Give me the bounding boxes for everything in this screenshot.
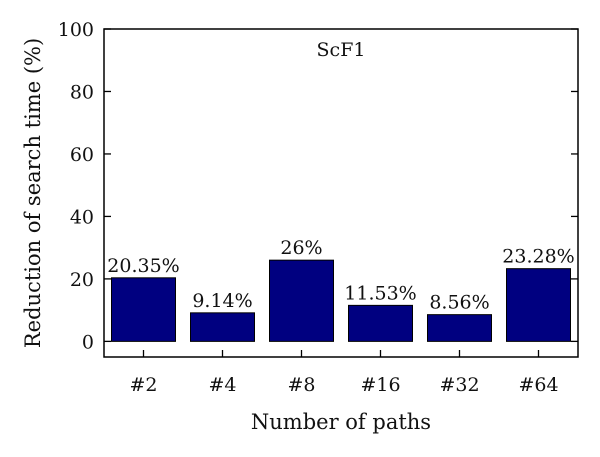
bars xyxy=(111,259,571,342)
data-label: 9.14% xyxy=(192,290,252,312)
data-label: 26% xyxy=(280,237,322,259)
data-label: 23.28% xyxy=(502,246,574,268)
bar xyxy=(269,259,334,342)
data-label: 20.35% xyxy=(107,255,179,277)
x-tick-label: #4 xyxy=(208,374,236,396)
bar xyxy=(427,314,492,342)
y-tick-label: 40 xyxy=(70,206,94,228)
x-tick-label: #32 xyxy=(439,374,479,396)
x-tick-label: #64 xyxy=(518,374,558,396)
x-tick-label: #8 xyxy=(287,374,315,396)
y-tick-label: 20 xyxy=(70,269,94,291)
bar xyxy=(190,312,255,342)
bar xyxy=(111,277,176,342)
bar xyxy=(348,304,413,342)
bar xyxy=(506,268,571,342)
data-label: 8.56% xyxy=(429,292,489,314)
y-tick-label: 60 xyxy=(70,144,94,166)
x-tick-label: #16 xyxy=(360,374,400,396)
y-tick-label: 0 xyxy=(82,331,94,353)
x-tick-label: #2 xyxy=(129,374,157,396)
y-tick-label: 100 xyxy=(58,19,94,41)
x-axis: #2 #4 #8 #16 #32 #64 xyxy=(129,350,559,396)
chart-title: ScF1 xyxy=(317,39,366,61)
y-tick-label: 80 xyxy=(70,81,94,103)
x-axis-title: Number of paths xyxy=(251,410,431,434)
y-axis: 0 20 40 60 80 100 xyxy=(58,19,578,353)
data-labels: 20.35% 9.14% 26% 11.53% 8.56% 23.28% xyxy=(107,237,574,313)
y-axis-title: Reduction of search time (%) xyxy=(21,38,45,348)
plot-frame xyxy=(103,28,579,358)
data-label: 11.53% xyxy=(344,282,416,304)
